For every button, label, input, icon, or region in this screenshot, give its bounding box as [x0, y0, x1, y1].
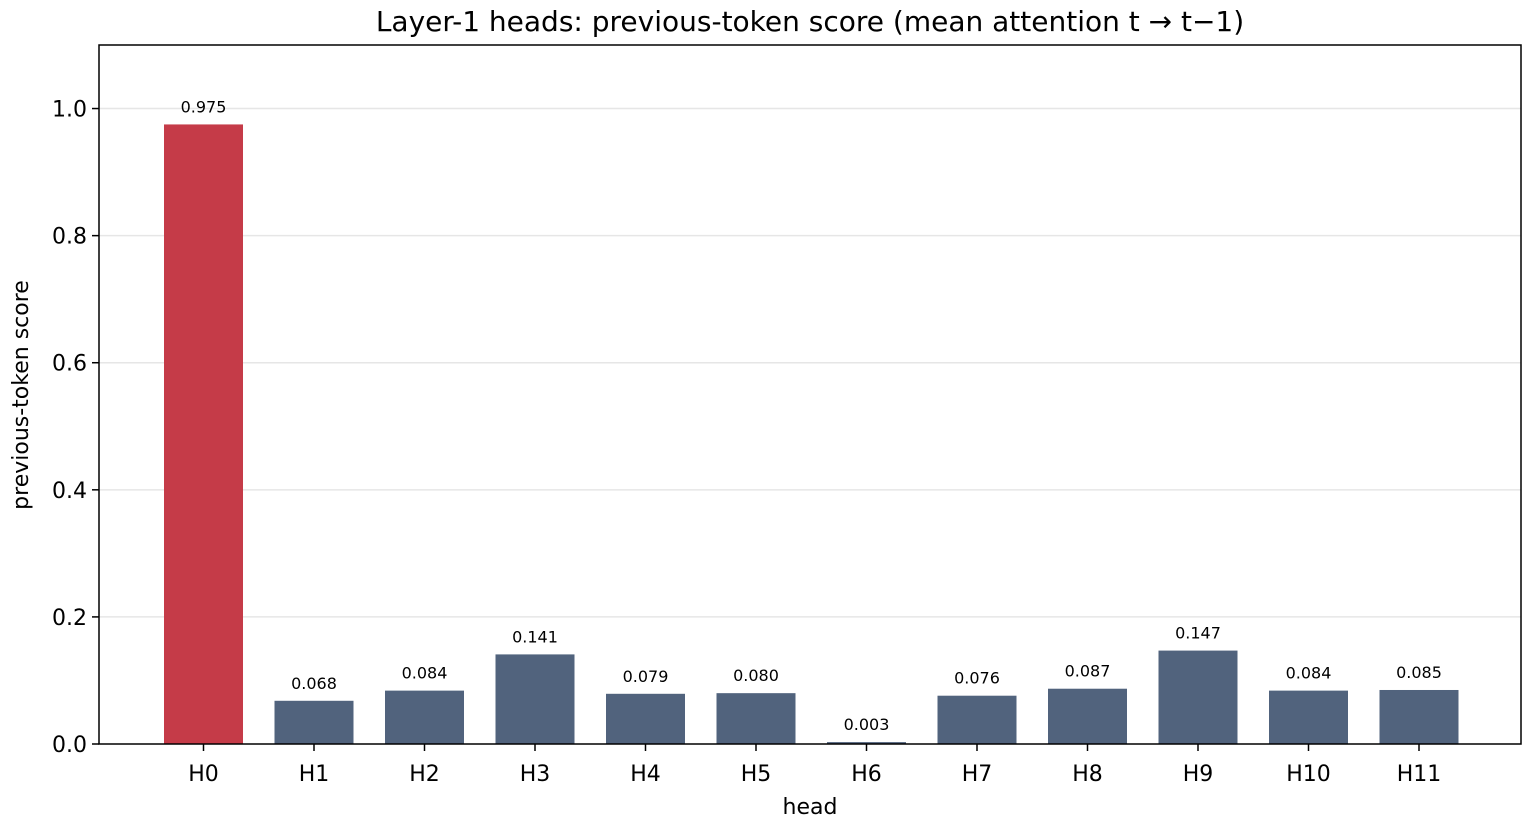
data-label: 0.080 [733, 666, 779, 685]
y-tick-label: 0.6 [52, 352, 87, 377]
bar-h8 [1048, 688, 1127, 744]
x-tick-label: H10 [1286, 762, 1331, 787]
x-axis-ticks: H0 H1 H2 H3 H4 H5 H6 H7 H8 H9 H10 H11 [188, 744, 1441, 787]
x-tick-label: H2 [409, 762, 440, 787]
data-label: 0.076 [954, 669, 1000, 688]
y-tick-label: 0.2 [52, 606, 87, 631]
x-tick-label: H8 [1072, 762, 1103, 787]
data-labels: 0.975 0.068 0.084 0.141 0.079 0.080 0.003 0.076… [181, 97, 1442, 734]
bar-h9 [1158, 650, 1238, 744]
bar-h11 [1379, 689, 1459, 744]
bar-h4 [606, 693, 685, 744]
bar-h1 [274, 700, 354, 744]
data-label: 0.084 [1286, 664, 1332, 683]
data-label: 0.003 [844, 715, 890, 734]
data-label: 0.085 [1396, 663, 1442, 682]
x-tick-label: H5 [741, 762, 772, 787]
bar-h6 [827, 742, 906, 744]
data-label: 0.975 [181, 97, 227, 116]
y-tick-label: 0.4 [52, 479, 87, 504]
bar-h2 [385, 690, 464, 744]
data-label: 0.141 [512, 627, 558, 646]
data-label: 0.068 [291, 674, 337, 693]
x-axis-label: head [783, 795, 838, 820]
bar-h3 [495, 654, 575, 744]
y-tick-label: 1.0 [52, 98, 87, 123]
y-axis-ticks: 0.0 0.2 0.4 0.6 0.8 1.0 [52, 98, 99, 758]
data-label: 0.084 [402, 664, 448, 683]
x-tick-label: H11 [1397, 762, 1442, 787]
x-tick-label: H7 [962, 762, 993, 787]
y-axis-label: previous-token score [9, 280, 34, 510]
data-label: 0.079 [623, 667, 669, 686]
data-label: 0.087 [1065, 662, 1111, 681]
x-tick-label: H3 [520, 762, 551, 787]
bar-h5 [716, 693, 796, 744]
bar-h7 [937, 695, 1017, 744]
y-tick-label: 0.8 [52, 225, 87, 250]
bar-h10 [1269, 690, 1348, 744]
plot-frame [98, 44, 1522, 745]
x-tick-label: H9 [1183, 762, 1214, 787]
gridlines [99, 107, 1521, 618]
x-tick-label: H1 [299, 762, 330, 787]
x-tick-label: H4 [630, 762, 661, 787]
y-tick-label: 0.0 [52, 733, 87, 758]
x-tick-label: H6 [851, 762, 882, 787]
bars [164, 124, 1459, 744]
chart-title: Layer-1 heads: previous-token score (mea… [376, 5, 1244, 38]
bar-h0 [164, 124, 243, 744]
x-tick-label: H0 [188, 762, 219, 787]
data-label: 0.147 [1175, 624, 1221, 643]
